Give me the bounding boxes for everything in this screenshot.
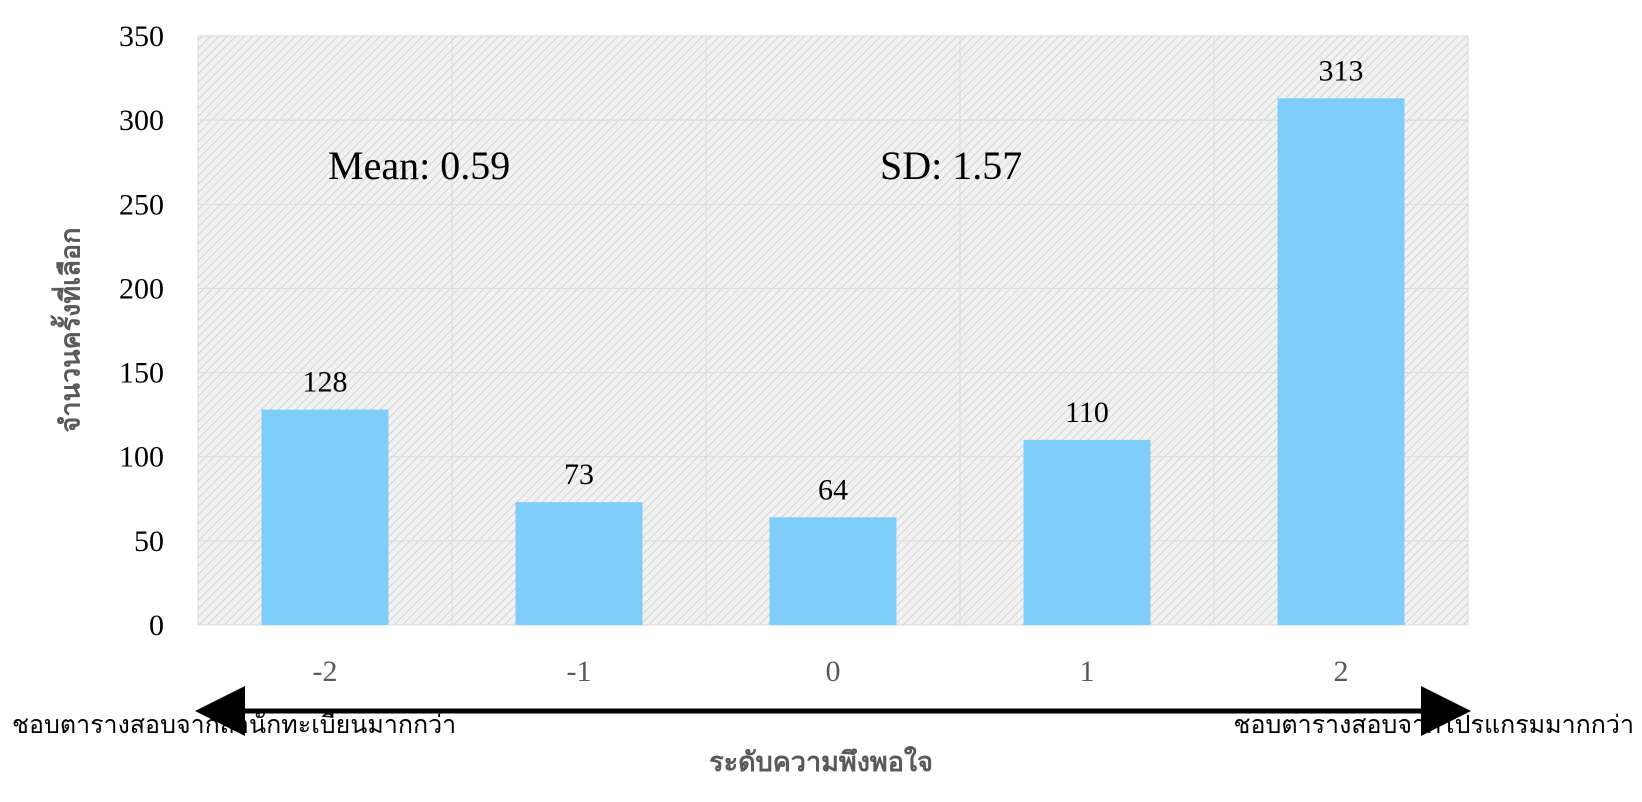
bar-value-label: 110	[1065, 396, 1109, 429]
y-tick-label: 250	[119, 188, 164, 221]
right-end-label: ชอบตารางสอบจากโปรแกรมมากกว่า	[1233, 710, 1634, 739]
bar	[1023, 439, 1151, 625]
left-end-label: ชอบตารางสอบจากสำนักทะเบียนมากกว่า	[12, 710, 457, 739]
x-axis-title: ระดับความพึงพอใจ	[709, 747, 933, 778]
x-axis: -2 -1 0 1 2	[313, 655, 1349, 688]
bar	[515, 502, 643, 625]
bar	[769, 517, 897, 625]
bar-value-label: 73	[564, 458, 594, 491]
bar	[261, 409, 389, 625]
bars	[261, 98, 1405, 625]
bar	[1277, 98, 1405, 625]
bar-value-label: 128	[303, 366, 348, 399]
y-tick-label: 100	[119, 441, 164, 474]
y-tick-label: 350	[119, 20, 164, 53]
y-tick-label: 300	[119, 104, 164, 137]
y-tick-label: 50	[134, 525, 164, 558]
x-tick-label: 1	[1080, 655, 1095, 688]
y-axis-title: จำนวนครั้งที่เลือก	[55, 227, 87, 433]
x-tick-label: 0	[826, 655, 841, 688]
bar-value-label: 64	[818, 473, 848, 506]
bar-value-label: 313	[1319, 54, 1364, 87]
sd-annotation: SD: 1.57	[880, 143, 1023, 188]
x-tick-label: -2	[313, 655, 338, 688]
x-tick-label: -1	[567, 655, 592, 688]
y-tick-label: 0	[149, 609, 164, 642]
y-axis: 0 50 100 150 200 250 300 350	[119, 20, 164, 642]
x-tick-label: 2	[1334, 655, 1349, 688]
y-tick-label: 200	[119, 272, 164, 305]
data-labels: 128 73 64 110 313	[303, 54, 1364, 506]
y-tick-label: 150	[119, 357, 164, 390]
mean-annotation: Mean: 0.59	[328, 143, 511, 188]
